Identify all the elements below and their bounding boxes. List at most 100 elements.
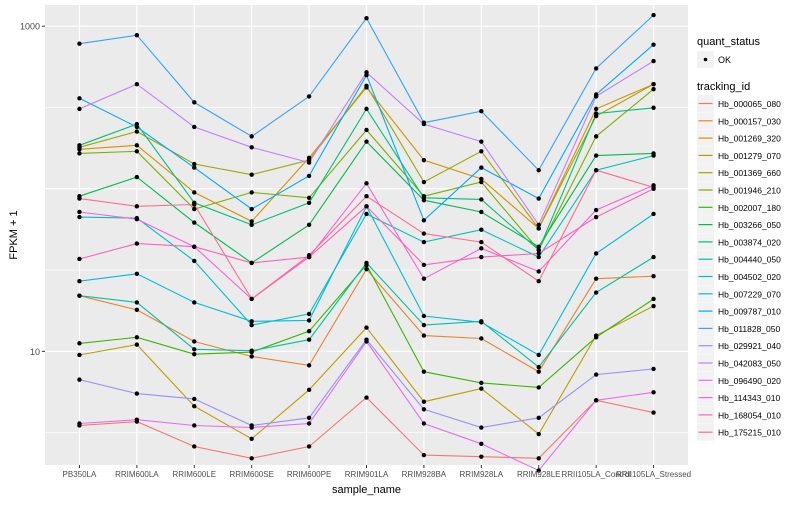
data-point [651,366,656,372]
data-point [536,456,541,461]
plot-panel [45,5,688,465]
data-point [192,258,197,264]
data-point [479,176,484,182]
data-point [479,336,484,341]
data-point [421,407,427,412]
data-point [479,386,484,391]
legend-label: Hb_009787_010 [718,307,781,317]
x-axis: PB350LA RRIM600LA RRIM600LE RRIM600SE RRIM60… [63,465,691,479]
x-axis-label: sample_name [332,484,401,496]
data-point [306,200,312,205]
data-point [421,121,427,127]
data-point [77,151,82,156]
data-point [249,172,254,177]
data-point [536,168,541,173]
data-point [479,197,484,202]
data-point [249,348,254,353]
data-point [651,254,656,260]
data-point [536,269,541,274]
legend-label: Hb_001279_070 [718,151,781,161]
data-point [192,190,197,195]
data-point [479,149,484,154]
data-point [192,403,197,409]
data-point [651,390,656,395]
data-point [364,139,369,144]
data-point [651,12,656,18]
data-point [421,369,427,374]
data-point [249,436,254,441]
x-tick-label: RRIM600SE [229,470,273,479]
data-point [479,254,484,260]
data-point [134,417,140,422]
data-point [536,352,541,358]
data-point [536,196,541,201]
data-point [536,415,541,421]
data-point [421,231,427,236]
data-point [306,160,312,165]
data-point [306,329,312,334]
data-point [593,276,599,281]
data-point [77,341,82,346]
legend-label: OK [718,55,731,65]
data-point [192,206,197,212]
data-point [536,385,541,390]
data-point [77,377,82,382]
legend-label: Hb_001369_660 [718,168,781,178]
data-point [77,421,82,426]
data-point [306,311,312,317]
data-point [192,244,197,249]
data-point [421,195,427,201]
data-point [593,398,599,403]
data-point [421,313,427,319]
legend-label: Hb_000065_080 [718,99,781,109]
data-point [593,251,599,256]
data-point [192,339,197,344]
data-point [134,391,140,396]
data-point [364,106,369,112]
data-point [134,33,140,38]
data-point [249,206,254,212]
data-point [593,134,599,139]
data-point [421,276,427,281]
data-point [479,425,484,430]
color-legend-items: Hb_000065_080 Hb_000157_030 Hb_001269_320 H… [697,95,781,441]
data-point [536,251,541,256]
x-tick-label: RRII105LA_Stressed [616,470,691,479]
data-point [306,421,312,426]
data-point [306,94,312,99]
data-point [651,81,656,87]
data-point [651,211,656,217]
data-point [192,347,197,352]
data-point [593,111,599,116]
data-point [651,185,656,190]
data-point [77,279,82,284]
data-point [134,204,140,209]
data-point [192,396,197,402]
data-point [421,322,427,328]
data-point [536,468,541,473]
legend-label: Hb_042083_050 [718,359,781,369]
data-point [306,444,312,449]
data-point [134,149,140,154]
data-point [479,179,484,185]
data-point [249,354,254,359]
color-legend-title: tracking_id [697,81,750,93]
legend-label: Hb_003874_020 [718,237,781,247]
data-point [134,241,140,246]
data-point [134,335,140,340]
y-axis: 10 1000 [20,22,45,357]
data-point [192,300,197,305]
data-point [249,219,254,224]
legend-label: Hb_002007_180 [718,203,781,213]
data-point [479,441,484,447]
x-tick-label: RRIM928BA [402,470,447,479]
data-point [479,109,484,114]
data-point [364,181,369,186]
data-point [77,293,82,298]
data-point [479,165,484,170]
data-point [479,380,484,386]
data-point [593,106,599,112]
legend-label: Hb_114343_010 [718,393,781,403]
data-point [536,364,541,370]
